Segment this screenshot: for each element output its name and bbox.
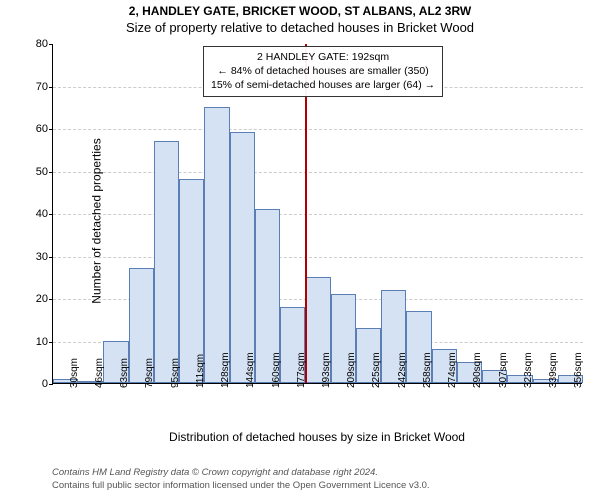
xtick-label: 79sqm [144,358,155,388]
ytick-label: 30 [20,251,48,263]
xtick-label: 242sqm [397,352,408,388]
xtick-label: 177sqm [296,352,307,388]
annotation-line: 15% of semi-detached houses are larger (… [211,78,435,92]
y-axis-label: Number of detached properties [90,138,104,303]
footer: Contains HM Land Registry data © Crown c… [52,467,430,492]
ytick-mark [49,87,53,88]
x-axis-label: Distribution of detached houses by size … [52,430,582,444]
histogram-plot: 010203040506070802 HANDLEY GATE: 192sqm←… [52,44,582,384]
copyright-line: Contains HM Land Registry data © Crown c… [52,467,430,479]
page-title: 2, HANDLEY GATE, BRICKET WOOD, ST ALBANS… [0,0,600,18]
ytick-mark [49,342,53,343]
chart-area: 010203040506070802 HANDLEY GATE: 192sqm←… [52,44,582,422]
ytick-mark [49,257,53,258]
xtick-label: 160sqm [271,352,282,388]
histogram-bar [154,141,179,383]
ytick-mark [49,44,53,45]
xtick-label: 111sqm [195,354,206,388]
xtick-label: 128sqm [220,352,231,388]
ytick-mark [49,129,53,130]
ytick-label: 40 [20,208,48,220]
xtick-label: 356sqm [573,352,584,388]
annotation-box: 2 HANDLEY GATE: 192sqm← 84% of detached … [203,46,443,97]
ytick-mark [49,214,53,215]
xtick-label: 258sqm [422,352,433,388]
ytick-mark [49,299,53,300]
ytick-mark [49,172,53,173]
ytick-label: 60 [20,123,48,135]
xtick-label: 323sqm [523,352,534,388]
annotation-line: ← 84% of detached houses are smaller (35… [211,64,435,78]
histogram-bar [204,107,229,383]
xtick-label: 193sqm [321,352,332,388]
ytick-label: 50 [20,166,48,178]
ytick-label: 10 [20,336,48,348]
xtick-label: 290sqm [472,352,483,388]
grid-line [53,172,583,173]
ytick-label: 70 [20,81,48,93]
xtick-label: 274sqm [447,352,458,388]
grid-line [53,214,583,215]
xtick-label: 30sqm [69,358,80,388]
grid-line [53,129,583,130]
xtick-label: 144sqm [245,352,256,388]
xtick-label: 339sqm [548,352,559,388]
xtick-label: 307sqm [498,352,509,388]
grid-line [53,257,583,258]
xtick-label: 63sqm [119,358,130,388]
xtick-label: 225sqm [371,352,382,388]
histogram-bar [230,132,255,383]
xtick-label: 209sqm [346,352,357,388]
ytick-label: 20 [20,293,48,305]
histogram-bar [179,179,204,383]
chart-subtitle: Size of property relative to detached ho… [0,18,600,39]
licence-line: Contains full public sector information … [52,480,430,492]
xtick-label: 46sqm [94,358,105,388]
ytick-mark [49,384,53,385]
ytick-label: 80 [20,38,48,50]
ytick-label: 0 [20,378,48,390]
xtick-label: 95sqm [170,358,181,388]
annotation-line: 2 HANDLEY GATE: 192sqm [211,50,435,64]
